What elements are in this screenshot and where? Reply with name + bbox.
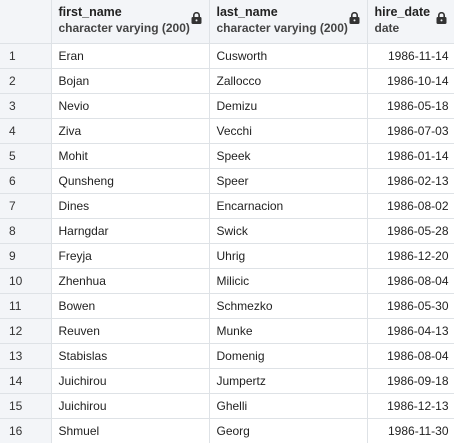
cell-first-name[interactable]: Freyja	[51, 243, 210, 269]
column-type: character varying (200)	[216, 21, 348, 35]
table-row[interactable]: 6 Qunsheng Speer 1986-02-13	[0, 168, 454, 194]
cell-first-name[interactable]: Ziva	[51, 118, 210, 144]
cell-last-name[interactable]: Jumpertz	[209, 368, 368, 394]
row-index[interactable]: 13	[0, 343, 52, 369]
row-index[interactable]: 1	[0, 43, 52, 69]
cell-first-name[interactable]: Dines	[51, 193, 210, 219]
cell-first-name[interactable]: Stabislas	[51, 343, 210, 369]
row-index[interactable]: 6	[0, 168, 52, 194]
header-row: first_name character varying (200) last_…	[0, 0, 454, 44]
cell-hire-date[interactable]: 1986-05-18	[367, 93, 454, 119]
column-type: character varying (200)	[58, 21, 190, 35]
table-row[interactable]: 16 Shmuel Georg 1986-11-30	[0, 418, 454, 443]
cell-hire-date[interactable]: 1986-08-02	[367, 193, 454, 219]
lock-icon	[349, 12, 359, 24]
cell-first-name[interactable]: Nevio	[51, 93, 210, 119]
cell-last-name[interactable]: Domenig	[209, 343, 368, 369]
cell-last-name[interactable]: Encarnacion	[209, 193, 368, 219]
cell-first-name[interactable]: Reuven	[51, 318, 210, 344]
row-index[interactable]: 15	[0, 393, 52, 419]
row-index[interactable]: 7	[0, 193, 52, 219]
cell-first-name[interactable]: Juichirou	[51, 368, 210, 394]
cell-last-name[interactable]: Cusworth	[209, 43, 368, 69]
column-name: first_name	[58, 5, 122, 19]
cell-last-name[interactable]: Munke	[209, 318, 368, 344]
row-index[interactable]: 2	[0, 68, 52, 94]
cell-first-name[interactable]: Zhenhua	[51, 268, 210, 294]
cell-first-name[interactable]: Juichirou	[51, 393, 210, 419]
table-row[interactable]: 7 Dines Encarnacion 1986-08-02	[0, 193, 454, 219]
cell-hire-date[interactable]: 1986-09-18	[367, 368, 454, 394]
table-row[interactable]: 14 Juichirou Jumpertz 1986-09-18	[0, 368, 454, 394]
lock-icon	[191, 12, 201, 24]
row-index[interactable]: 10	[0, 268, 52, 294]
cell-last-name[interactable]: Schmezko	[209, 293, 368, 319]
lock-icon	[436, 12, 446, 24]
row-index-header[interactable]	[0, 0, 52, 44]
cell-hire-date[interactable]: 1986-10-14	[367, 68, 454, 94]
cell-first-name[interactable]: Shmuel	[51, 418, 210, 443]
cell-hire-date[interactable]: 1986-04-13	[367, 318, 454, 344]
table-row[interactable]: 12 Reuven Munke 1986-04-13	[0, 318, 454, 344]
table-row[interactable]: 1 Eran Cusworth 1986-11-14	[0, 43, 454, 69]
cell-hire-date[interactable]: 1986-12-20	[367, 243, 454, 269]
cell-hire-date[interactable]: 1986-12-13	[367, 393, 454, 419]
cell-hire-date[interactable]: 1986-08-04	[367, 268, 454, 294]
cell-hire-date[interactable]: 1986-01-14	[367, 143, 454, 169]
cell-hire-date[interactable]: 1986-08-04	[367, 343, 454, 369]
column-header-hire-date[interactable]: hire_date date	[367, 0, 454, 44]
row-index[interactable]: 4	[0, 118, 52, 144]
table-row[interactable]: 10 Zhenhua Milicic 1986-08-04	[0, 268, 454, 294]
column-header-first-name[interactable]: first_name character varying (200)	[51, 0, 210, 44]
row-index[interactable]: 16	[0, 418, 52, 443]
column-name: hire_date	[374, 5, 431, 19]
cell-hire-date[interactable]: 1986-11-14	[367, 43, 454, 69]
column-type: date	[374, 21, 400, 35]
cell-last-name[interactable]: Milicic	[209, 268, 368, 294]
cell-last-name[interactable]: Uhrig	[209, 243, 368, 269]
table-row[interactable]: 5 Mohit Speek 1986-01-14	[0, 143, 454, 169]
table-row[interactable]: 8 Harngdar Swick 1986-05-28	[0, 218, 454, 244]
cell-hire-date[interactable]: 1986-02-13	[367, 168, 454, 194]
row-index[interactable]: 3	[0, 93, 52, 119]
cell-first-name[interactable]: Qunsheng	[51, 168, 210, 194]
row-index[interactable]: 11	[0, 293, 52, 319]
column-name: last_name	[216, 5, 278, 19]
cell-hire-date[interactable]: 1986-05-30	[367, 293, 454, 319]
cell-hire-date[interactable]: 1986-11-30	[367, 418, 454, 443]
column-header-last-name[interactable]: last_name character varying (200)	[209, 0, 368, 44]
cell-first-name[interactable]: Harngdar	[51, 218, 210, 244]
cell-last-name[interactable]: Swick	[209, 218, 368, 244]
table-row[interactable]: 11 Bowen Schmezko 1986-05-30	[0, 293, 454, 319]
table-row[interactable]: 4 Ziva Vecchi 1986-07-03	[0, 118, 454, 144]
cell-last-name[interactable]: Ghelli	[209, 393, 368, 419]
row-index[interactable]: 12	[0, 318, 52, 344]
cell-last-name[interactable]: Georg	[209, 418, 368, 443]
row-index[interactable]: 14	[0, 368, 52, 394]
cell-first-name[interactable]: Bojan	[51, 68, 210, 94]
table-row[interactable]: 3 Nevio Demizu 1986-05-18	[0, 93, 454, 119]
cell-hire-date[interactable]: 1986-07-03	[367, 118, 454, 144]
row-index[interactable]: 9	[0, 243, 52, 269]
cell-first-name[interactable]: Mohit	[51, 143, 210, 169]
cell-last-name[interactable]: Speek	[209, 143, 368, 169]
row-index[interactable]: 8	[0, 218, 52, 244]
cell-last-name[interactable]: Vecchi	[209, 118, 368, 144]
cell-first-name[interactable]: Bowen	[51, 293, 210, 319]
table-row[interactable]: 15 Juichirou Ghelli 1986-12-13	[0, 393, 454, 419]
cell-first-name[interactable]: Eran	[51, 43, 210, 69]
row-index[interactable]: 5	[0, 143, 52, 169]
table-row[interactable]: 9 Freyja Uhrig 1986-12-20	[0, 243, 454, 269]
table-row[interactable]: 13 Stabislas Domenig 1986-08-04	[0, 343, 454, 369]
cell-last-name[interactable]: Demizu	[209, 93, 368, 119]
cell-hire-date[interactable]: 1986-05-28	[367, 218, 454, 244]
cell-last-name[interactable]: Zallocco	[209, 68, 368, 94]
table-row[interactable]: 2 Bojan Zallocco 1986-10-14	[0, 68, 454, 94]
cell-last-name[interactable]: Speer	[209, 168, 368, 194]
